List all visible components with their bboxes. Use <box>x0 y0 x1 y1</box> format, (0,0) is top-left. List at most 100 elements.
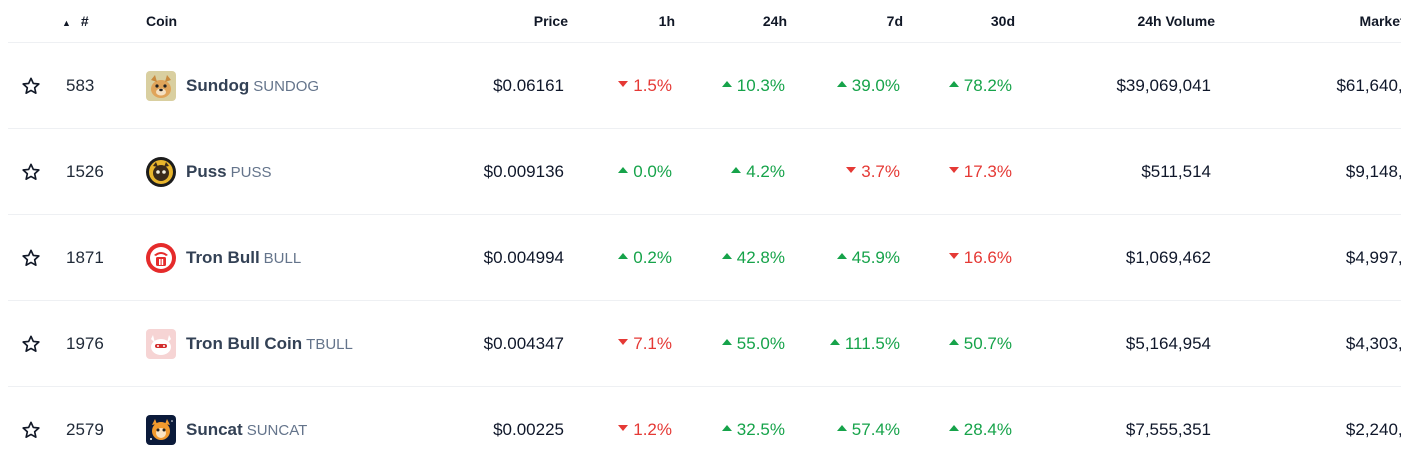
change-1h-cell: 1.5% <box>573 43 677 129</box>
header-7d[interactable]: 7d <box>793 0 907 43</box>
caret-up-icon <box>830 339 840 345</box>
coin-symbol: SUNDOG <box>253 78 319 95</box>
star-icon[interactable] <box>21 334 41 354</box>
market-cap-cell: $2,240,489 <box>1219 387 1401 472</box>
star-icon[interactable] <box>21 162 41 182</box>
caret-up-icon <box>731 167 741 173</box>
volume-cell: $511,514 <box>1021 129 1219 215</box>
change-7d-cell: 3.7% <box>793 129 907 215</box>
header-favorite <box>8 0 54 43</box>
header-coin[interactable]: Coin <box>146 0 378 43</box>
change-24h-cell: 4.2% <box>677 129 793 215</box>
change-24h-cell: 55.0% <box>677 301 793 387</box>
header-24h[interactable]: 24h <box>677 0 793 43</box>
table-header: ▲# Coin Price 1h 24h 7d 30d 24h Volume M… <box>8 0 1401 43</box>
rank-cell: 1976 <box>54 301 146 387</box>
star-icon[interactable] <box>21 76 41 96</box>
caret-up-icon <box>837 425 847 431</box>
favorite-cell <box>8 301 54 387</box>
caret-down-icon <box>618 81 628 87</box>
header-row: ▲# Coin Price 1h 24h 7d 30d 24h Volume M… <box>8 0 1401 43</box>
tron-bull-coin-logo-icon <box>146 329 176 359</box>
price-cell: $0.009136 <box>378 129 573 215</box>
header-rank[interactable]: ▲# <box>54 0 146 43</box>
caret-up-icon <box>722 253 732 259</box>
coin-symbol: TBULL <box>306 336 353 353</box>
volume-cell: $5,164,954 <box>1021 301 1219 387</box>
change-1h-cell: 0.2% <box>573 215 677 301</box>
header-price[interactable]: Price <box>378 0 573 43</box>
caret-down-icon <box>618 339 628 345</box>
change-24h-cell: 32.5% <box>677 387 793 472</box>
price-cell: $0.00225 <box>378 387 573 472</box>
volume-cell: $39,069,041 <box>1021 43 1219 129</box>
change-30d-cell: 17.3% <box>907 129 1021 215</box>
coin-name[interactable]: Tron Bull Coin <box>186 334 302 353</box>
rank-cell: 2579 <box>54 387 146 472</box>
caret-up-icon <box>837 253 847 259</box>
caret-up-icon <box>722 339 732 345</box>
change-30d-cell: 50.7% <box>907 301 1021 387</box>
coin-table: ▲# Coin Price 1h 24h 7d 30d 24h Volume M… <box>8 0 1401 472</box>
change-7d-cell: 111.5% <box>793 301 907 387</box>
market-cap-cell: $61,640,655 <box>1219 43 1401 129</box>
caret-down-icon <box>949 253 959 259</box>
caret-down-icon <box>949 167 959 173</box>
price-cell: $0.004994 <box>378 215 573 301</box>
header-market-cap[interactable]: Market Cap <box>1219 0 1401 43</box>
rank-cell: 583 <box>54 43 146 129</box>
change-24h-cell: 10.3% <box>677 43 793 129</box>
caret-up-icon <box>722 425 732 431</box>
change-1h-cell: 7.1% <box>573 301 677 387</box>
change-7d-cell: 57.4% <box>793 387 907 472</box>
change-7d-cell: 39.0% <box>793 43 907 129</box>
price-cell: $0.06161 <box>378 43 573 129</box>
caret-up-icon <box>722 81 732 87</box>
header-1h[interactable]: 1h <box>573 0 677 43</box>
coin-symbol: SUNCAT <box>247 422 308 439</box>
volume-cell: $7,555,351 <box>1021 387 1219 472</box>
change-1h-cell: 1.2% <box>573 387 677 472</box>
coin-symbol: PUSS <box>231 164 272 181</box>
rank-cell: 1871 <box>54 215 146 301</box>
caret-down-icon <box>618 425 628 431</box>
star-icon[interactable] <box>21 248 41 268</box>
change-30d-cell: 78.2% <box>907 43 1021 129</box>
caret-down-icon <box>846 167 856 173</box>
volume-cell: $1,069,462 <box>1021 215 1219 301</box>
star-icon[interactable] <box>21 420 41 440</box>
favorite-cell <box>8 43 54 129</box>
suncat-logo-icon <box>146 415 176 445</box>
change-1h-cell: 0.0% <box>573 129 677 215</box>
header-30d[interactable]: 30d <box>907 0 1021 43</box>
caret-up-icon <box>837 81 847 87</box>
rank-cell: 1526 <box>54 129 146 215</box>
coin-name[interactable]: Puss <box>186 162 227 181</box>
coin-name[interactable]: Suncat <box>186 420 243 439</box>
market-cap-cell: $4,303,176 <box>1219 301 1401 387</box>
caret-up-icon <box>949 425 959 431</box>
coin-name[interactable]: Tron Bull <box>186 248 260 267</box>
header-24h-volume[interactable]: 24h Volume <box>1021 0 1219 43</box>
price-cell: $0.004347 <box>378 301 573 387</box>
coin-name[interactable]: Sundog <box>186 76 249 95</box>
favorite-cell <box>8 215 54 301</box>
change-24h-cell: 42.8% <box>677 215 793 301</box>
change-7d-cell: 45.9% <box>793 215 907 301</box>
caret-up-icon <box>949 81 959 87</box>
sort-ascending-icon[interactable]: ▲ <box>62 18 71 28</box>
favorite-cell <box>8 129 54 215</box>
caret-up-icon <box>618 253 628 259</box>
tron-bull-logo-icon <box>146 243 176 273</box>
